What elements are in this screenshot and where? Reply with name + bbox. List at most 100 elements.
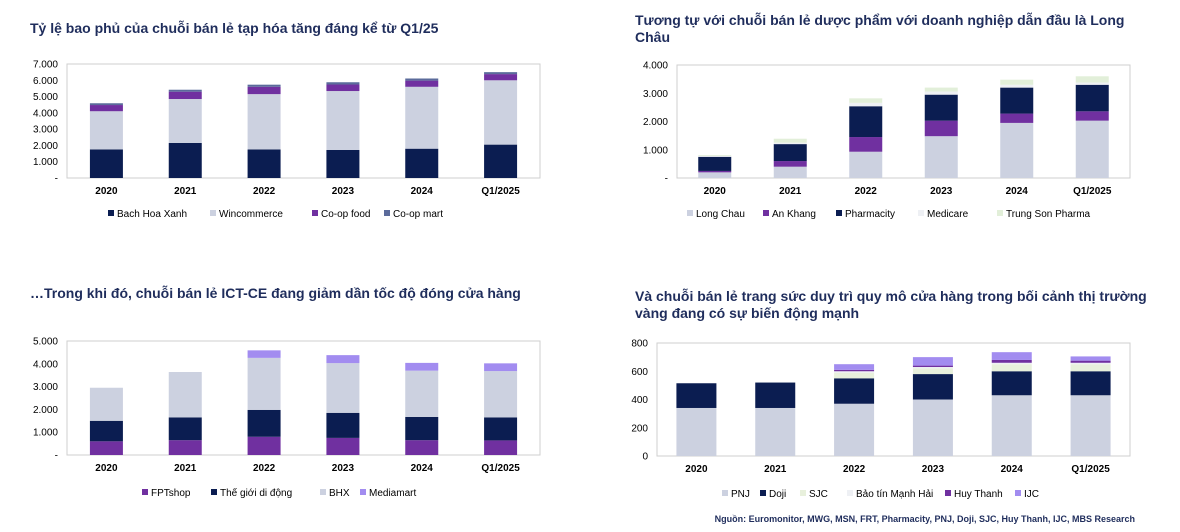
bar-sjc-2022: [834, 372, 875, 379]
bar-pnj-2020: [676, 407, 717, 456]
bar-bach-hoa-xanh-2024: [405, 148, 439, 178]
legend-label-pnj: PNJ: [731, 489, 750, 500]
x-tick-label: 2024: [1006, 186, 1029, 197]
legend-label-doji: Doji: [769, 489, 786, 500]
bar-trung-son-pharma-2021: [773, 138, 807, 143]
x-tick-label: 2023: [922, 464, 945, 475]
legend-label-sjc: SJC: [809, 489, 828, 500]
bar-sjc-2024: [991, 364, 1032, 372]
y-tick-label: 2.000: [33, 405, 58, 416]
x-tick-label: 2021: [174, 463, 197, 474]
bar-trung-son-pharma-2024: [1000, 79, 1034, 85]
legend-swatch: [210, 210, 216, 216]
x-tick-label: 2024: [411, 463, 434, 474]
bar-wincommerce-2022: [247, 94, 281, 150]
bar-huy-thanh-2024: [991, 359, 1032, 363]
bar-co-op-food-2021: [168, 91, 202, 100]
chart-panel-grocery: Tỷ lệ bao phủ của chuỗi bán lẻ tạp hóa t…: [0, 0, 590, 266]
y-tick-label: 800: [631, 339, 648, 350]
bar-medicare-2024: [1000, 84, 1034, 88]
bar-wincommerce-2023: [326, 91, 360, 150]
y-tick-label: 1.000: [33, 428, 58, 439]
bar-pnj-q1-2025: [1070, 395, 1111, 456]
bar-fptshop-2021: [168, 440, 202, 455]
legend-label-bao-tin-manh-hai: Bảo tín Mạnh Hải: [856, 489, 933, 500]
bar-pharmacity-2021: [773, 144, 807, 162]
bar-co-op-food-q1-2025: [484, 74, 518, 81]
bar-pharmacity-2023: [924, 94, 958, 121]
legend-label-bhx: BHX: [329, 488, 350, 499]
y-tick-label: 3.000: [33, 382, 58, 393]
bar-long-chau-2021: [773, 166, 807, 178]
bar-mediamart-q1-2025: [484, 363, 518, 372]
legend-swatch: [211, 489, 217, 495]
legend-swatch: [945, 490, 951, 496]
legend-swatch: [687, 210, 693, 216]
x-tick-label: 2020: [704, 186, 727, 197]
plot-area: [66, 63, 541, 179]
x-tick-label: 2021: [779, 186, 802, 197]
x-tick-label: 2023: [930, 186, 953, 197]
legend-swatch: [320, 489, 326, 495]
legend-swatch: [847, 490, 853, 496]
bar-doji-2023: [912, 374, 953, 400]
bar-mediamart-2023: [326, 355, 360, 364]
bar-ijc-q1-2025: [1070, 356, 1111, 361]
bar-the-gioi-di-dong-2020: [89, 420, 123, 442]
bar-pnj-2024: [991, 395, 1032, 456]
x-tick-label: 2022: [855, 186, 878, 197]
y-tick-label: -: [55, 174, 58, 185]
y-tick-label: 4.000: [33, 108, 58, 119]
y-tick-label: -: [665, 174, 668, 185]
legend-swatch: [836, 210, 842, 216]
bar-fptshop-2022: [247, 436, 281, 455]
bar-sjc-q1-2025: [1070, 364, 1111, 372]
bar-wincommerce-2020: [89, 111, 123, 150]
bar-bao-tin-manh-hai-2023: [912, 367, 953, 369]
bar-bach-hoa-xanh-2022: [247, 149, 281, 178]
x-tick-label: 2022: [253, 463, 276, 474]
bar-fptshop-2023: [326, 437, 360, 455]
legend-label-ijc: IJC: [1024, 489, 1039, 500]
bar-wincommerce-2024: [405, 86, 439, 149]
legend-swatch: [108, 210, 114, 216]
chart-grocery-stores: - 1.000 2.000 3.000 4.000 5.000 6.000 7.000 2020…: [33, 60, 541, 220]
y-tick-label: 1.000: [33, 157, 58, 168]
x-tick-label: 2020: [685, 464, 708, 475]
bar-an-khang-2020: [698, 170, 732, 173]
bar-bhx-q1-2025: [484, 371, 518, 418]
bar-long-chau-2023: [924, 136, 958, 178]
bar-bach-hoa-xanh-2023: [326, 149, 360, 178]
legend-label-an-khang: An Khang: [772, 209, 816, 220]
bar-ijc-2023: [912, 357, 953, 366]
y-tick-label: 200: [631, 423, 648, 434]
bar-pharmacity-2024: [1000, 87, 1034, 114]
legend-label-bach-hoa-xanh: Bach Hoa Xanh: [117, 209, 187, 220]
bar-co-op-mart-2022: [247, 84, 281, 87]
legend-label-huy-thanh: Huy Thanh: [954, 489, 1003, 500]
x-tick-label: Q1/2025: [1071, 464, 1110, 475]
plot-area: [656, 342, 1131, 457]
bar-huy-thanh-2022: [834, 369, 875, 372]
bar-bao-tin-manh-hai-2022: [834, 371, 875, 373]
bar-pnj-2022: [834, 403, 875, 456]
y-tick-label: 7.000: [33, 60, 58, 71]
legend-label-co-op-food: Co-op food: [321, 209, 370, 220]
bar-wincommerce-2021: [168, 99, 202, 143]
legend-label-long-chau: Long Chau: [696, 209, 745, 220]
bar-co-op-food-2020: [89, 105, 123, 112]
bar-co-op-mart-2023: [326, 82, 360, 85]
bar-long-chau-2020: [698, 172, 732, 178]
bar-ijc-2022: [834, 364, 875, 370]
bar-the-gioi-di-dong-2021: [168, 417, 202, 441]
chart-title: Tương tự với chuỗi bán lẻ dược phẩm với …: [635, 12, 1125, 45]
bar-co-op-mart-2021: [168, 89, 202, 92]
y-tick-label: 3.000: [33, 125, 58, 136]
bar-trung-son-pharma-q1-2025: [1075, 76, 1109, 83]
chart-ictce-stores: - 1.000 2.000 3.000 4.000 5.000 2020 2021 2022 20…: [33, 337, 541, 499]
chart-panel-pharmacy: Tương tự với chuỗi bán lẻ dược phẩm với …: [590, 0, 1180, 266]
bar-bao-tin-manh-hai-2024: [991, 362, 1032, 365]
bar-co-op-mart-q1-2025: [484, 72, 518, 75]
legend-swatch: [142, 489, 148, 495]
legend-label-medicare: Medicare: [927, 209, 969, 220]
